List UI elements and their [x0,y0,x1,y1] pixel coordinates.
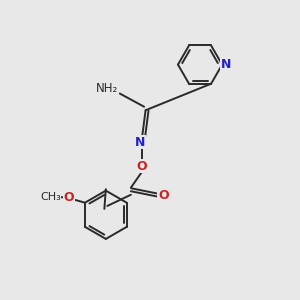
Text: O: O [63,191,74,204]
Text: N: N [220,58,231,71]
Text: CH₃: CH₃ [40,192,61,202]
Text: NH₂: NH₂ [96,82,118,95]
Text: O: O [136,160,147,173]
Text: N: N [135,136,146,148]
Text: O: O [158,188,169,202]
